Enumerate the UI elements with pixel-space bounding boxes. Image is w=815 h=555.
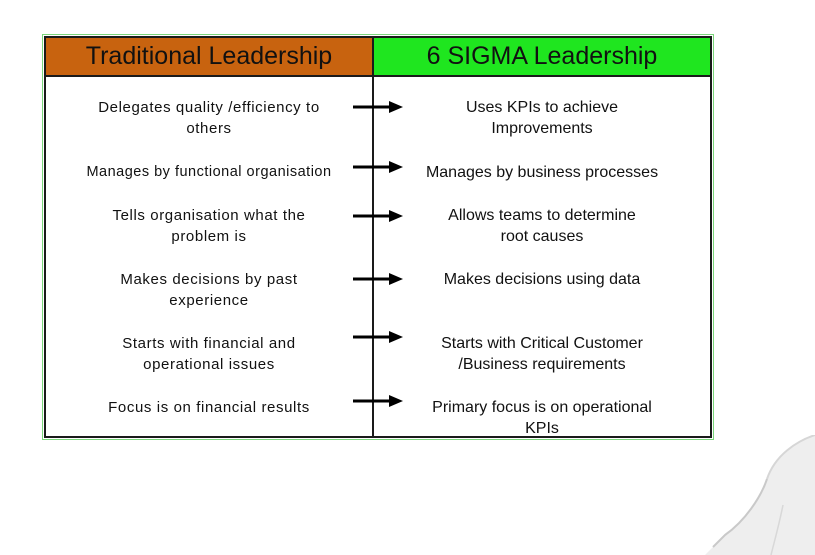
right-arrow-icon (353, 331, 403, 343)
traditional-item: Starts with financial and operational is… (46, 333, 372, 375)
traditional-item: Tells organisation what the problem is (46, 205, 372, 247)
six-sigma-line: Manages by business processes (425, 164, 659, 181)
right-arrow-icon (353, 210, 403, 222)
six-sigma-line: Allows teams to determine (448, 207, 636, 224)
traditional-line: Makes decisions by past (120, 271, 298, 288)
comparison-row: Focus is on financial results Primary fo… (46, 395, 710, 453)
six-sigma-item: Primary focus is on operational KPIs (386, 397, 698, 439)
six-sigma-item: Manages by business processes (386, 162, 698, 183)
right-arrow-icon (353, 273, 403, 285)
comparison-row: Makes decisions by past experience Makes… (46, 269, 710, 325)
traditional-item: Focus is on financial results (46, 397, 372, 418)
six-sigma-line: Starts with Critical Customer (441, 335, 643, 352)
six-sigma-line: KPIs (525, 420, 559, 437)
traditional-line: Manages by functional organisation (86, 164, 332, 180)
six-sigma-line: /Business requirements (458, 356, 626, 373)
six-sigma-line: Makes decisions using data (443, 271, 641, 288)
comparison-table: Traditional Leadership 6 SIGMA Leadershi… (42, 34, 714, 440)
right-arrow-icon (353, 161, 403, 173)
six-sigma-leadership-header: 6 SIGMA Leadership (374, 38, 710, 77)
comparison-row: Tells organisation what the problem is A… (46, 205, 710, 261)
six-sigma-item: Makes decisions using data (386, 269, 698, 290)
traditional-item: Makes decisions by past experience (46, 269, 372, 311)
column-divider (372, 38, 374, 436)
right-arrow-icon (353, 395, 403, 407)
traditional-line: Tells organisation what the (112, 207, 306, 224)
comparison-row: Delegates quality /efficiency to others … (46, 97, 710, 153)
comparison-row: Starts with financial and operational is… (46, 331, 710, 389)
traditional-item: Delegates quality /efficiency to others (46, 97, 372, 139)
six-sigma-line: Uses KPIs to achieve (465, 99, 619, 116)
traditional-line: Starts with financial and (122, 335, 296, 352)
six-sigma-item: Uses KPIs to achieve Improvements (386, 97, 698, 139)
traditional-line: experience (169, 292, 249, 309)
comparison-row: Manages by functional organisation Manag… (46, 161, 710, 218)
traditional-line: others (186, 120, 232, 137)
presenter-shoulder-icon (705, 435, 815, 555)
six-sigma-line: Primary focus is on operational (432, 399, 652, 416)
traditional-line: Delegates quality /efficiency to (98, 99, 320, 116)
right-arrow-icon (353, 101, 403, 113)
six-sigma-line: Improvements (491, 120, 593, 137)
traditional-line: Focus is on financial results (108, 399, 310, 416)
traditional-line: operational issues (143, 356, 275, 373)
six-sigma-item: Allows teams to determine root causes (386, 205, 698, 247)
six-sigma-item: Starts with Critical Customer /Business … (386, 333, 698, 375)
six-sigma-line: root causes (500, 228, 584, 245)
traditional-item: Manages by functional organisation (46, 162, 372, 183)
traditional-leadership-header: Traditional Leadership (46, 38, 372, 77)
traditional-line: problem is (171, 228, 247, 245)
